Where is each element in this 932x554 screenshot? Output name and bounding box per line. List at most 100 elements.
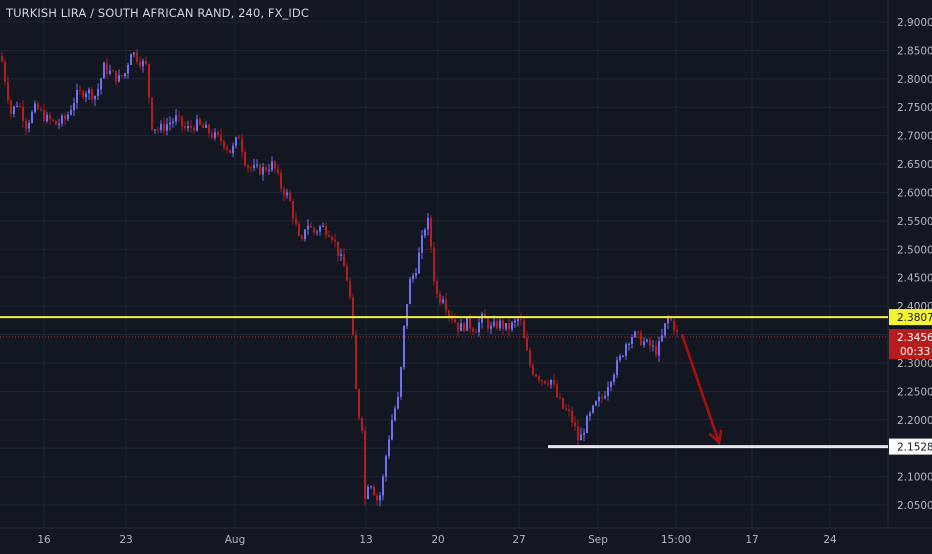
candle-down bbox=[508, 323, 510, 330]
time-tick-label: 15:00 bbox=[661, 534, 691, 546]
candle-down bbox=[112, 70, 114, 72]
candle-up bbox=[142, 60, 144, 67]
candle-up bbox=[94, 95, 96, 100]
candle-down bbox=[571, 410, 573, 423]
candle-down bbox=[10, 100, 12, 114]
chart-title: TURKISH LIRA / SOUTH AFRICAN RAND, 240, … bbox=[6, 6, 309, 20]
candle-down bbox=[181, 116, 183, 127]
price-tick-label: 2.5000 bbox=[897, 244, 932, 256]
candle-up bbox=[319, 226, 321, 232]
candle-up bbox=[100, 78, 102, 90]
candle-up bbox=[31, 112, 33, 123]
candle-up bbox=[307, 225, 309, 230]
candle-down bbox=[55, 120, 57, 125]
candle-up bbox=[595, 401, 597, 406]
candle-down bbox=[115, 70, 117, 82]
candle-up bbox=[391, 420, 393, 440]
candle-up bbox=[118, 75, 120, 82]
resistance-price-label: 2.3807 bbox=[897, 312, 932, 324]
candle-down bbox=[19, 106, 21, 108]
candle-up bbox=[481, 313, 483, 323]
candle-down bbox=[526, 338, 528, 351]
candle-down bbox=[91, 89, 93, 100]
candle-down bbox=[538, 376, 540, 380]
candle-down bbox=[25, 120, 27, 129]
candle-up bbox=[490, 325, 492, 329]
candle-up bbox=[127, 64, 129, 74]
candle-down bbox=[157, 129, 159, 131]
candle-down bbox=[463, 323, 465, 331]
candle-up bbox=[427, 217, 429, 230]
candle-down bbox=[640, 332, 642, 346]
candle-up bbox=[214, 132, 216, 138]
candle-down bbox=[199, 119, 201, 125]
candle-down bbox=[445, 299, 447, 311]
candle-up bbox=[154, 129, 156, 131]
candle-down bbox=[553, 379, 555, 385]
time-tick-label: Aug bbox=[225, 534, 246, 546]
candle-down bbox=[541, 379, 543, 381]
candle-down bbox=[556, 384, 558, 398]
price-tick-label: 2.7500 bbox=[897, 102, 932, 114]
candles bbox=[1, 49, 678, 507]
candle-up bbox=[394, 408, 396, 421]
candle-up bbox=[316, 231, 318, 233]
candle-down bbox=[178, 115, 180, 117]
candle-down bbox=[139, 61, 141, 67]
candle-up bbox=[58, 123, 60, 125]
candle-up bbox=[442, 299, 444, 303]
candle-up bbox=[397, 396, 399, 409]
down-arrow-shaft[interactable] bbox=[680, 334, 721, 443]
candle-down bbox=[535, 374, 537, 377]
price-tick-label: 2.8000 bbox=[897, 74, 932, 86]
candle-up bbox=[658, 341, 660, 356]
candle-up bbox=[133, 52, 135, 55]
candle-down bbox=[64, 115, 66, 120]
candle-down bbox=[259, 164, 261, 175]
candle-up bbox=[664, 323, 666, 336]
candle-down bbox=[121, 75, 123, 77]
candle-down bbox=[502, 320, 504, 329]
candle-down bbox=[325, 225, 327, 236]
candle-up bbox=[598, 396, 600, 402]
support-price-tag bbox=[889, 438, 932, 455]
candle-down bbox=[1, 56, 3, 62]
candle-up bbox=[460, 323, 462, 332]
candle-down bbox=[562, 398, 564, 409]
candle-up bbox=[511, 322, 513, 330]
candle-down bbox=[337, 241, 339, 256]
candle-down bbox=[649, 339, 651, 347]
candle-up bbox=[61, 115, 63, 124]
candle-down bbox=[433, 247, 435, 282]
candle-down bbox=[280, 173, 282, 189]
annotations[interactable] bbox=[680, 334, 723, 445]
candle-down bbox=[4, 61, 6, 82]
candle-down bbox=[670, 317, 672, 321]
candle-down bbox=[676, 330, 678, 332]
candle-down bbox=[52, 119, 54, 121]
candle-down bbox=[439, 293, 441, 303]
candle-down bbox=[82, 90, 84, 98]
candle-down bbox=[577, 425, 579, 441]
candle-down bbox=[469, 317, 471, 329]
candle-up bbox=[505, 323, 507, 329]
candle-down bbox=[22, 106, 24, 121]
candle-up bbox=[592, 405, 594, 413]
candle-up bbox=[499, 320, 501, 329]
candle-down bbox=[250, 167, 252, 169]
candle-down bbox=[361, 418, 363, 431]
candle-up bbox=[286, 192, 288, 196]
support-price-label: 2.1528 bbox=[897, 442, 932, 454]
down-arrow-head[interactable] bbox=[708, 429, 723, 445]
candle-up bbox=[262, 167, 264, 175]
time-tick-label: Sep bbox=[588, 534, 608, 546]
candle-down bbox=[148, 64, 150, 98]
time-tick-label: 20 bbox=[431, 534, 444, 546]
candle-down bbox=[496, 321, 498, 329]
horizontal-levels[interactable] bbox=[0, 316, 888, 449]
candle-down bbox=[547, 383, 549, 385]
candle-up bbox=[589, 412, 591, 417]
